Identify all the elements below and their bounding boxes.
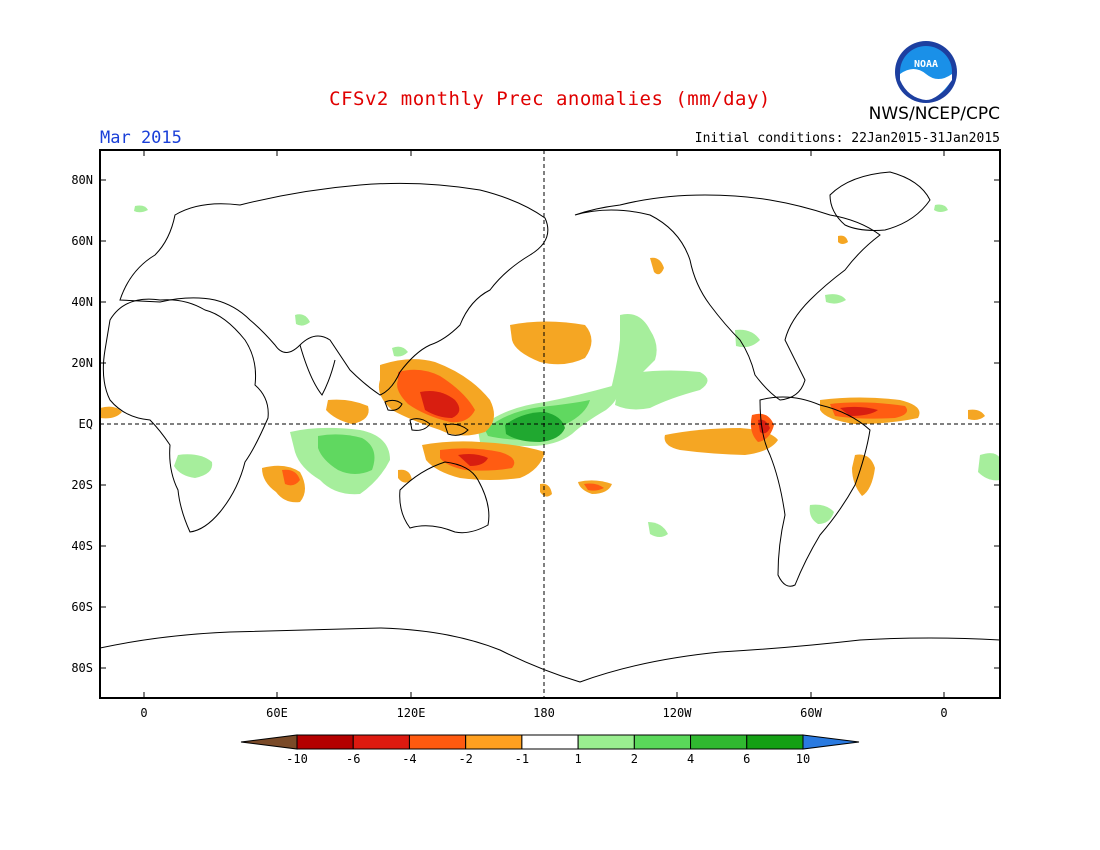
colorbar-label: -2 <box>458 752 472 766</box>
colorbar-label: -1 <box>515 752 529 766</box>
colorbar-label: 2 <box>631 752 638 766</box>
lat-tick-label: 80N <box>71 173 93 187</box>
lon-tick: 60W <box>800 150 823 720</box>
noaa-logo: NOAA <box>895 41 957 103</box>
colorbar-segment <box>465 734 523 750</box>
lon-tick: 0 <box>940 150 948 720</box>
lon-tick-label: 120W <box>663 706 693 720</box>
initial-conditions-label: Initial conditions: 22Jan2015-31Jan2015 <box>694 131 1000 146</box>
lon-tick-label: 0 <box>140 706 147 720</box>
colorbar-arrow-low <box>240 734 298 750</box>
lat-tick-label: 40N <box>71 295 93 309</box>
lon-tick-label: 180 <box>533 706 555 720</box>
colorbar-label: -6 <box>346 752 360 766</box>
noaa-logo-text: NOAA <box>914 59 938 70</box>
lat-tick-label: 20S <box>71 478 93 492</box>
colorbar-segment <box>577 734 635 750</box>
lat-tick: 20S <box>71 478 1000 492</box>
colorbar-label: -4 <box>402 752 416 766</box>
greenland-coast <box>829 171 931 231</box>
lon-tick: 60E <box>266 150 288 720</box>
colorbar-segment <box>408 734 467 750</box>
lat-tick-label: EQ <box>79 417 93 431</box>
lat-tick: 60S <box>71 600 1000 614</box>
colorbar-label: 10 <box>796 752 810 766</box>
colorbar-label: 4 <box>687 752 694 766</box>
lon-tick-label: 60E <box>266 706 288 720</box>
colorbar-segment <box>296 734 354 750</box>
lat-tick-label: 60S <box>71 600 93 614</box>
lon-tick-label: 60W <box>800 706 822 720</box>
lon-tick: 0 <box>140 150 148 720</box>
lat-tick: EQ <box>79 417 93 431</box>
colorbar-segments <box>240 734 860 750</box>
agency-label: NWS/NCEP/CPC <box>868 104 1000 124</box>
lat-tick-label: 40S <box>71 539 93 553</box>
africa-coast <box>102 298 269 533</box>
lat-tick-label: 60N <box>71 234 93 248</box>
lon-tick: 120E <box>397 150 426 720</box>
wet-anomalies <box>134 204 1000 537</box>
colorbar-segment <box>690 734 748 750</box>
lat-tick: 20N <box>71 356 1000 370</box>
lat-tick: 80S <box>71 661 1000 675</box>
colorbar-arrow-high <box>802 734 860 750</box>
colorbar-segment <box>746 734 804 750</box>
valid-month-label: Mar 2015 <box>100 128 182 148</box>
colorbar-label: 1 <box>574 752 581 766</box>
dry-anomalies <box>100 235 985 503</box>
india-coast <box>299 344 336 396</box>
lat-axis: 80N 60N 40N 20N EQ 20S 40S 60S 80S <box>71 173 1000 675</box>
colorbar-labels: -10 -6 -4 -2 -1 1 2 4 6 10 <box>286 752 810 766</box>
eurasia-coast <box>119 182 549 396</box>
map-title: CFSv2 monthly Prec anomalies (mm/day) <box>329 88 771 110</box>
lon-tick-label: 0 <box>940 706 947 720</box>
colorbar-label: 6 <box>743 752 750 766</box>
lat-tick: 60N <box>71 234 1000 248</box>
lat-tick-label: 80S <box>71 661 93 675</box>
colorbar-segment <box>352 734 410 750</box>
lon-tick-label: 120E <box>397 706 426 720</box>
colorbar-segment <box>633 734 692 750</box>
coastlines <box>100 171 1000 683</box>
antarctica-coast <box>100 627 1000 683</box>
map-frame <box>99 149 1001 699</box>
lat-tick-label: 20N <box>71 356 93 370</box>
australia-coast <box>399 461 490 534</box>
lat-tick: 40N <box>71 295 1000 309</box>
south-america-coast <box>759 396 871 587</box>
colorbar: -10 -6 -4 -2 -1 1 2 4 6 10 <box>240 734 860 766</box>
lon-tick: 120W <box>663 150 693 720</box>
lat-tick: 80N <box>71 173 1000 187</box>
anomaly-fields <box>100 204 1000 537</box>
colorbar-label: -10 <box>286 752 308 766</box>
colorbar-segment <box>521 734 579 750</box>
north-america-coast <box>574 194 881 401</box>
lat-tick: 40S <box>71 539 1000 553</box>
lon-tick: 180 <box>533 706 555 720</box>
lon-axis: 0 60E 120E 180 120W 60W 0 <box>140 150 948 720</box>
